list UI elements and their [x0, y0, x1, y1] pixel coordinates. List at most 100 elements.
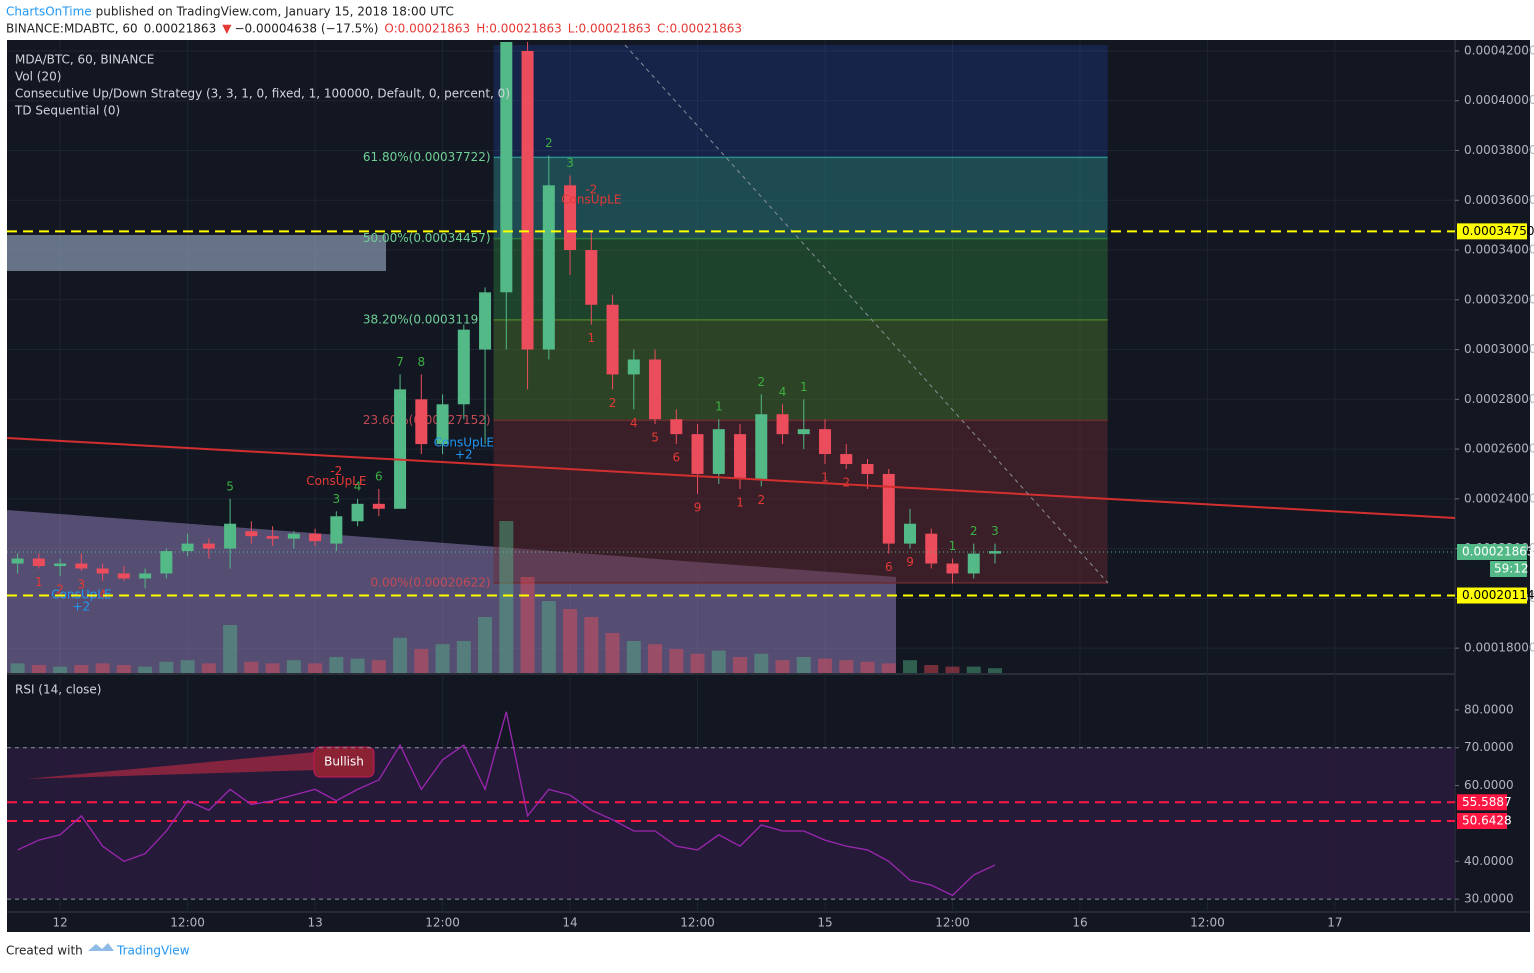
volume-bar	[180, 660, 195, 673]
x-tick-label: 12:00	[170, 916, 205, 930]
y-tick-label: 0.00034000	[1464, 243, 1534, 257]
candle-body	[904, 523, 917, 544]
td-label: 9	[694, 500, 702, 514]
candle-body	[521, 50, 534, 350]
x-tick-label: 12:00	[1190, 916, 1225, 930]
candle-body	[606, 304, 619, 375]
candle-body	[712, 429, 725, 474]
fib-diagonal	[624, 44, 1109, 584]
candle-body	[309, 533, 322, 542]
volume-bar	[987, 668, 1002, 673]
volume-bar	[308, 663, 323, 673]
y-tick-label: 0.00030000	[1464, 342, 1534, 356]
y-tick-label: 0.00036000	[1464, 193, 1534, 207]
change-arrow: ▼	[222, 22, 232, 36]
candle-body	[925, 533, 938, 564]
volume-bar	[669, 649, 684, 673]
volume-bar	[775, 660, 790, 673]
td-label: 1	[35, 575, 43, 589]
fib-zone	[493, 157, 1108, 239]
published-text: published on TradingView.com, January 15…	[96, 5, 454, 19]
x-tick-label: 14	[562, 916, 577, 930]
candle-body	[117, 573, 130, 579]
fib-zone	[493, 420, 1108, 583]
candle-body	[245, 531, 258, 537]
bullish-callout	[313, 746, 375, 778]
volume-bar	[414, 649, 429, 673]
legend-entry: MDA/BTC, 60, BINANCE	[15, 53, 154, 67]
volume-bar	[796, 657, 811, 673]
volume-bar	[499, 521, 514, 673]
volume-bar	[138, 666, 153, 673]
volume-bar	[966, 666, 981, 673]
volume-bar	[478, 617, 493, 673]
legend-entry: Consecutive Up/Down Strategy (3, 3, 1, 0…	[15, 87, 510, 101]
candle-body	[564, 185, 577, 251]
rsi-tick-label: 40.0000	[1464, 854, 1514, 868]
signal-label: ConsUpLE	[51, 587, 111, 601]
signal-qty: -2	[585, 183, 597, 197]
candle-body	[11, 558, 24, 564]
price-tag	[1457, 544, 1527, 561]
volume-bar	[31, 665, 46, 673]
td-label: 8	[418, 355, 426, 369]
volume-bar	[924, 665, 939, 673]
candle-body	[224, 523, 237, 549]
volume-bar	[563, 609, 578, 673]
y-tick-label: 0.00026000	[1464, 442, 1534, 456]
ohlc-value: L:0.00021863	[568, 22, 651, 36]
rsi-line	[17, 711, 996, 897]
countdown-tag	[1490, 561, 1527, 578]
price-tag-label: 0.00020114	[1462, 588, 1534, 602]
candle-body	[54, 563, 67, 567]
signal-qty: +2	[455, 448, 473, 462]
ohlc-value: H:0.00021863	[476, 22, 562, 36]
symbol: BINANCE:MDABTC, 60	[6, 22, 138, 36]
volume-bar	[286, 660, 301, 673]
td-label: 1	[949, 539, 957, 553]
y-tick-label: 0.00024000	[1464, 491, 1534, 505]
candle-body	[542, 185, 555, 350]
volume-bar	[456, 641, 471, 673]
signal-qty: +2	[73, 599, 91, 613]
candle-body	[946, 563, 959, 574]
author-link[interactable]: ChartsOnTime	[6, 5, 92, 19]
td-label: 1	[800, 380, 808, 394]
volume-bar	[626, 641, 641, 673]
volume-bar	[74, 665, 89, 673]
signal-label: ConsUpLE	[561, 193, 621, 207]
td-label: 3	[333, 492, 341, 506]
price-tag	[1457, 587, 1527, 604]
volume-bar	[839, 660, 854, 673]
candle-body	[882, 473, 895, 544]
x-tick-label: 13	[307, 916, 322, 930]
rsi-tag-label: 55.5887	[1462, 795, 1512, 809]
footer-brand[interactable]: TradingView	[116, 944, 190, 958]
td-label: 4	[354, 479, 362, 493]
fib-zone	[493, 45, 1108, 158]
td-label: 4	[779, 385, 787, 399]
td-label: 1	[587, 331, 595, 345]
candle-body	[861, 463, 874, 474]
candle-body	[797, 429, 810, 435]
strategy-zone	[7, 510, 896, 673]
volume-bar	[754, 653, 769, 673]
candle-body	[670, 419, 683, 435]
y-tick-label: 0.00032000	[1464, 292, 1534, 306]
candle-body	[840, 454, 853, 464]
candle-body	[500, 42, 513, 293]
y-tick-label: 0.00018000	[1464, 641, 1534, 655]
fib-label: 61.80%(0.00037722)	[363, 150, 491, 164]
rsi-tick-label: 30.0000	[1464, 892, 1514, 906]
trend-line	[6, 437, 1456, 519]
last-price: 0.00021863	[144, 22, 217, 36]
range-box	[7, 235, 386, 271]
candle-body	[394, 389, 407, 509]
candle-body	[755, 414, 768, 479]
volume-bar	[584, 617, 599, 673]
legend-entry: Vol (20)	[15, 70, 61, 84]
candle-body	[139, 573, 152, 579]
td-label: 1	[715, 400, 723, 414]
td-label: 5	[226, 479, 234, 493]
candle-body	[287, 533, 300, 539]
